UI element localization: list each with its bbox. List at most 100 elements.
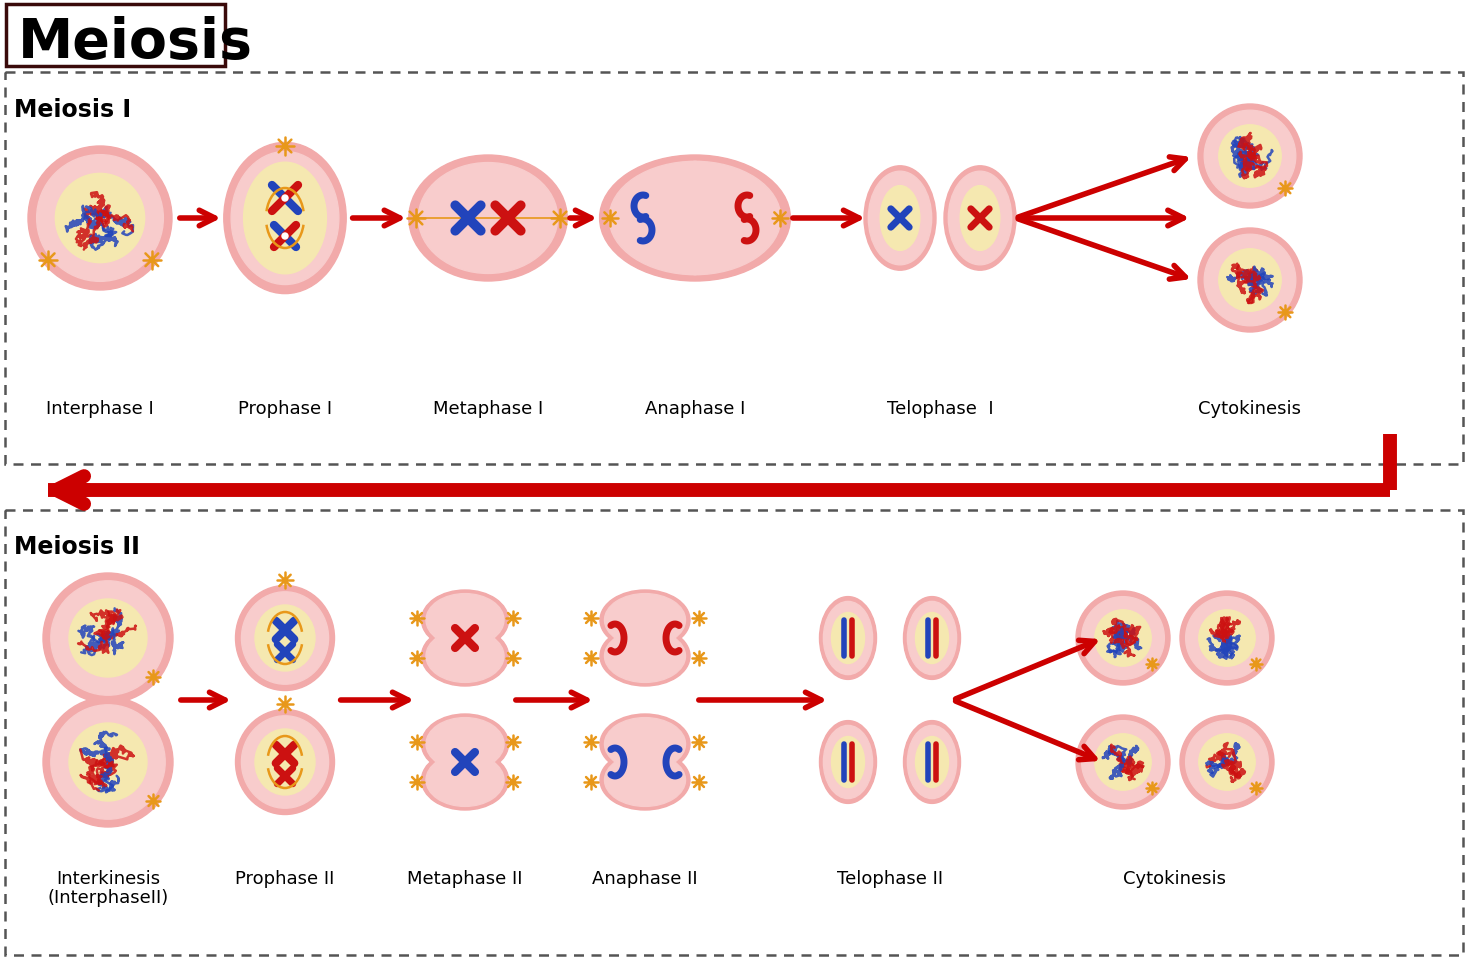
- Ellipse shape: [422, 714, 509, 774]
- Circle shape: [1200, 610, 1255, 666]
- Circle shape: [1095, 734, 1151, 790]
- Circle shape: [697, 615, 701, 620]
- Circle shape: [510, 779, 516, 785]
- Circle shape: [415, 615, 419, 620]
- Ellipse shape: [869, 172, 932, 265]
- Circle shape: [607, 216, 613, 220]
- Circle shape: [1219, 249, 1282, 312]
- Ellipse shape: [916, 612, 948, 663]
- Ellipse shape: [422, 590, 509, 650]
- Ellipse shape: [244, 163, 326, 273]
- Circle shape: [510, 656, 516, 661]
- Ellipse shape: [426, 754, 504, 807]
- Circle shape: [588, 740, 594, 745]
- Ellipse shape: [409, 155, 567, 281]
- Circle shape: [588, 656, 594, 661]
- Circle shape: [1095, 610, 1151, 666]
- Circle shape: [1186, 720, 1269, 804]
- Ellipse shape: [832, 737, 864, 788]
- Ellipse shape: [904, 597, 960, 679]
- Circle shape: [282, 143, 288, 149]
- Circle shape: [1076, 715, 1170, 809]
- Circle shape: [588, 779, 594, 785]
- Circle shape: [1082, 597, 1164, 679]
- Text: Interphase I: Interphase I: [46, 400, 154, 418]
- Circle shape: [1180, 591, 1274, 685]
- Text: (InterphaseII): (InterphaseII): [47, 889, 169, 907]
- Ellipse shape: [223, 142, 347, 294]
- Ellipse shape: [600, 626, 689, 686]
- Text: Cytokinesis: Cytokinesis: [1123, 870, 1226, 888]
- Ellipse shape: [904, 720, 960, 804]
- Ellipse shape: [426, 629, 504, 682]
- FancyBboxPatch shape: [4, 72, 1463, 464]
- Ellipse shape: [604, 717, 685, 770]
- Text: Telophase  I: Telophase I: [886, 400, 994, 418]
- Circle shape: [1204, 234, 1295, 325]
- Ellipse shape: [600, 590, 689, 650]
- Text: Meiosis I: Meiosis I: [15, 98, 131, 122]
- Circle shape: [415, 779, 419, 785]
- Circle shape: [69, 723, 147, 801]
- Ellipse shape: [604, 594, 685, 647]
- Text: Prophase II: Prophase II: [235, 870, 335, 888]
- Circle shape: [1200, 734, 1255, 790]
- FancyBboxPatch shape: [4, 510, 1463, 955]
- Circle shape: [415, 656, 419, 661]
- Text: Anaphase I: Anaphase I: [645, 400, 745, 418]
- Circle shape: [1150, 662, 1154, 666]
- Ellipse shape: [426, 717, 504, 770]
- Circle shape: [413, 216, 419, 220]
- Ellipse shape: [600, 714, 689, 774]
- Ellipse shape: [426, 594, 504, 647]
- Circle shape: [56, 173, 144, 263]
- Circle shape: [150, 258, 154, 263]
- Circle shape: [46, 258, 50, 263]
- Ellipse shape: [600, 155, 791, 281]
- Circle shape: [1186, 597, 1269, 679]
- Circle shape: [151, 674, 156, 679]
- Ellipse shape: [254, 605, 315, 671]
- Circle shape: [1198, 228, 1302, 332]
- Circle shape: [51, 705, 165, 819]
- Circle shape: [43, 697, 173, 827]
- Circle shape: [1254, 662, 1258, 666]
- Text: Telophase II: Telophase II: [836, 870, 944, 888]
- Ellipse shape: [254, 729, 315, 795]
- Circle shape: [43, 573, 173, 703]
- Ellipse shape: [604, 754, 685, 807]
- Circle shape: [1254, 785, 1258, 790]
- Ellipse shape: [819, 597, 876, 679]
- Circle shape: [282, 195, 288, 201]
- Circle shape: [778, 216, 782, 220]
- Ellipse shape: [231, 152, 340, 284]
- Circle shape: [697, 656, 701, 661]
- Circle shape: [588, 615, 594, 620]
- Ellipse shape: [422, 750, 509, 810]
- Text: Metaphase II: Metaphase II: [407, 870, 523, 888]
- Ellipse shape: [241, 592, 329, 684]
- Ellipse shape: [944, 166, 1016, 270]
- Ellipse shape: [241, 715, 329, 808]
- Circle shape: [69, 599, 147, 677]
- Circle shape: [557, 216, 563, 220]
- FancyBboxPatch shape: [6, 4, 225, 66]
- Text: Metaphase I: Metaphase I: [432, 400, 542, 418]
- Circle shape: [1180, 715, 1274, 809]
- Ellipse shape: [907, 725, 957, 799]
- Ellipse shape: [609, 162, 781, 274]
- Ellipse shape: [864, 166, 936, 270]
- Text: Interkinesis: Interkinesis: [56, 870, 160, 888]
- Ellipse shape: [419, 163, 557, 273]
- Circle shape: [510, 615, 516, 620]
- Circle shape: [1198, 104, 1302, 208]
- Circle shape: [697, 740, 701, 745]
- Circle shape: [697, 779, 701, 785]
- Text: Prophase I: Prophase I: [238, 400, 332, 418]
- Text: Anaphase II: Anaphase II: [592, 870, 698, 888]
- Text: Meiosis: Meiosis: [18, 16, 253, 70]
- Ellipse shape: [819, 720, 876, 804]
- Text: Cytokinesis: Cytokinesis: [1198, 400, 1301, 418]
- Ellipse shape: [823, 725, 873, 799]
- Circle shape: [1283, 310, 1288, 315]
